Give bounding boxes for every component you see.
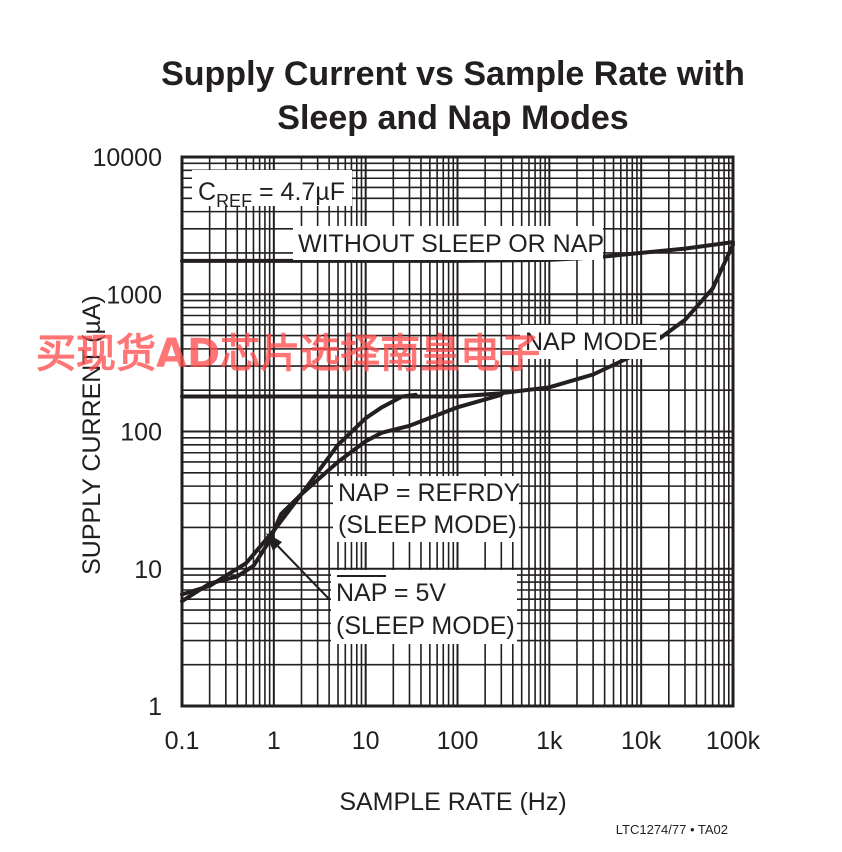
without-label-bg bbox=[293, 226, 603, 260]
nap-mode-label: NAP MODE bbox=[525, 328, 658, 356]
refrdy-label-bg bbox=[333, 476, 519, 542]
x-tick-label: 0.1 bbox=[165, 727, 200, 755]
y-tick-label: 1 bbox=[148, 693, 162, 721]
annotation-arrowhead bbox=[266, 533, 282, 551]
series-line bbox=[180, 242, 735, 399]
nap-mode-label-bg bbox=[520, 325, 660, 359]
annotation-arrow-line bbox=[271, 539, 331, 601]
refrdy-label-line2: (SLEEP MODE) bbox=[338, 511, 517, 539]
series-line bbox=[180, 392, 504, 604]
series-curves bbox=[180, 240, 735, 604]
footer-code: LTC1274/77 • TA02 bbox=[616, 822, 728, 837]
chart-title-line2: Sleep and Nap Modes bbox=[277, 99, 628, 137]
x-tick-labels: 0.1 1 10 100 1k 10k 100k bbox=[165, 727, 761, 755]
y-tick-label: 10 bbox=[134, 556, 162, 584]
y-tick-label: 100 bbox=[120, 419, 162, 447]
nap5v-label-bg bbox=[331, 570, 517, 644]
nap5v-rest: = 5V bbox=[387, 579, 446, 607]
x-tick-label: 10 bbox=[352, 727, 380, 755]
series-line bbox=[180, 392, 418, 597]
chart-title-line1: Supply Current vs Sample Rate with bbox=[161, 55, 745, 93]
x-tick-label: 1 bbox=[267, 727, 281, 755]
cref-sub: REF bbox=[216, 191, 252, 211]
refrdy-label-line1: NAP = REFRDY bbox=[338, 479, 521, 507]
watermark: 买现货AD芯片选择南皇电子 bbox=[36, 331, 540, 377]
y-tick-label: 10000 bbox=[92, 144, 162, 172]
y-tick-labels: 1 10 100 1000 10000 bbox=[92, 144, 162, 721]
plot-frame bbox=[180, 155, 735, 708]
cref-main: C bbox=[198, 178, 216, 206]
y-tick-label: 1000 bbox=[106, 281, 162, 309]
without-sleep-label: WITHOUT SLEEP OR NAP bbox=[298, 230, 604, 258]
cref-value: = 4.7µF bbox=[252, 178, 345, 206]
nap5v-label-line1: NAP = 5V bbox=[336, 579, 446, 607]
cref-label: CREF = 4.7µF bbox=[198, 178, 345, 211]
cref-label-bg bbox=[192, 170, 352, 206]
y-axis-label: SUPPLY CURRENT (µA) bbox=[78, 295, 106, 575]
nap5v-label-line2: (SLEEP MODE) bbox=[336, 612, 515, 640]
x-tick-label: 10k bbox=[621, 727, 662, 755]
x-tick-label: 100k bbox=[706, 727, 761, 755]
x-tick-label: 100 bbox=[437, 727, 479, 755]
x-tick-label: 1k bbox=[536, 727, 563, 755]
nap5v-nap: NAP bbox=[336, 579, 387, 607]
x-axis-label: SAMPLE RATE (Hz) bbox=[339, 788, 566, 816]
